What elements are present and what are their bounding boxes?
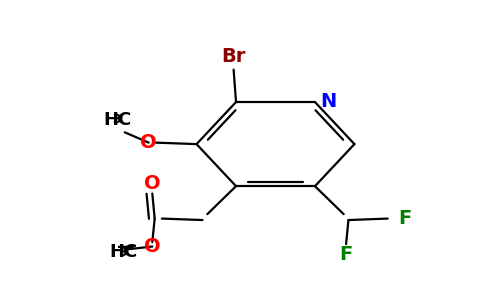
- Text: 3: 3: [112, 113, 121, 127]
- Text: —: —: [117, 238, 135, 256]
- Text: Br: Br: [222, 47, 246, 67]
- Text: F: F: [339, 245, 353, 264]
- Text: C: C: [118, 111, 131, 129]
- Text: F: F: [398, 209, 411, 228]
- Text: O: O: [140, 133, 157, 152]
- Text: O: O: [144, 237, 161, 256]
- Text: N: N: [320, 92, 336, 111]
- Text: 3: 3: [118, 246, 126, 259]
- Text: C: C: [123, 243, 137, 261]
- Text: H: H: [103, 111, 118, 129]
- Text: O: O: [144, 174, 161, 193]
- Text: H: H: [109, 243, 124, 261]
